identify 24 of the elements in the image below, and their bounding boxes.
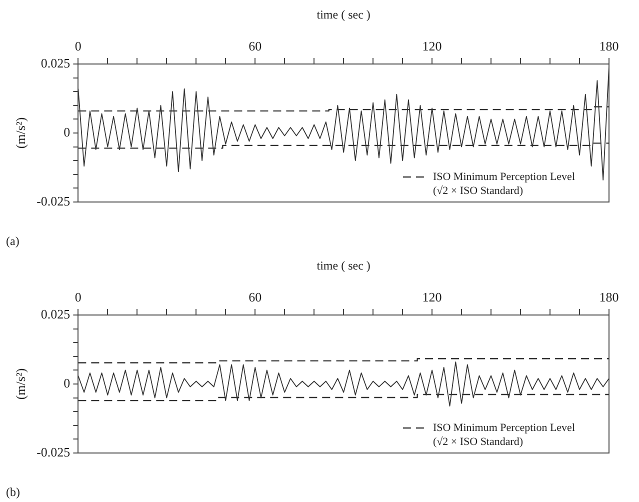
y-tick-label: -0.025	[36, 444, 70, 460]
annotation: (√2 × ISO Standard)	[432, 436, 524, 448]
text: (a)	[6, 234, 20, 249]
y-tick-label: -0.025	[36, 193, 70, 208]
y-tick-label: 0	[64, 375, 70, 390]
x-axis-title: time ( sec )	[316, 7, 370, 22]
x-tick-label: 0	[74, 38, 82, 54]
annotation: (√2 × ISO Standard)	[432, 184, 524, 197]
legend-label: ISO Minimum Perception Level	[432, 170, 575, 183]
x-tick-label: 0	[74, 290, 82, 305]
x-tick-label: 120	[422, 290, 442, 305]
y-tick-label: 0.025	[40, 55, 70, 70]
x-tick-label: 120	[422, 38, 442, 54]
x-tick-label: 60	[248, 290, 262, 305]
y-tick-label: 0.025	[40, 306, 70, 322]
legend-label: ISO Minimum Perception Level	[432, 422, 575, 434]
y-axis-title: (m/s²)	[13, 117, 28, 149]
y-axis-title: (m/s²)	[13, 368, 28, 400]
x-tick-label: 180	[599, 38, 619, 54]
text: (b)	[6, 485, 20, 500]
x-tick-label: 60	[248, 38, 262, 54]
x-tick-label: 180	[599, 290, 619, 305]
x-axis-title: time ( sec )	[316, 258, 370, 272]
y-tick-label: 0	[64, 124, 70, 140]
